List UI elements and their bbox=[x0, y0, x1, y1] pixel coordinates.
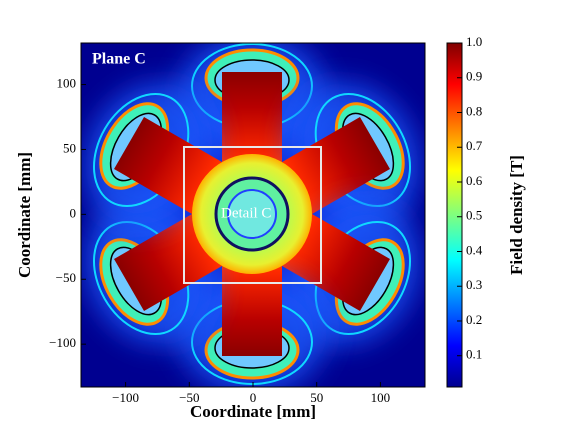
colorbar-tick-label: 0.8 bbox=[466, 103, 482, 118]
y-axis-label: Coordinate [mm] bbox=[15, 152, 34, 278]
x-tick-label: 0 bbox=[250, 390, 257, 405]
y-tick-label: −50 bbox=[56, 270, 76, 285]
colorbar-tick-label: 0.9 bbox=[466, 69, 482, 84]
annotation: Detail C bbox=[221, 205, 271, 221]
heatmap-field bbox=[81, 43, 425, 387]
y-tick-label: 50 bbox=[63, 140, 76, 155]
colorbar-tick-label: 0.4 bbox=[466, 242, 483, 257]
x-tick-label: 100 bbox=[371, 390, 391, 405]
x-tick-label: −100 bbox=[112, 390, 139, 405]
colorbar-tick-label: 0.3 bbox=[466, 277, 482, 292]
colorbar-tick-label: 1.0 bbox=[466, 34, 482, 49]
x-tick-label: 50 bbox=[310, 390, 323, 405]
y-tick-label: 0 bbox=[70, 205, 77, 220]
colorbar-tick-label: 0.7 bbox=[466, 138, 483, 153]
colorbar-tick-label: 0.6 bbox=[466, 173, 483, 188]
y-tick-label: −100 bbox=[49, 335, 76, 350]
y-tick-label: 100 bbox=[57, 76, 77, 91]
x-axis-label: Coordinate [mm] bbox=[190, 402, 316, 421]
colorbar-tick-label: 0.5 bbox=[466, 208, 482, 223]
colorbar bbox=[446, 42, 463, 388]
colorbar-tick-label: 0.1 bbox=[466, 347, 482, 362]
colorbar-label: Field density [T] bbox=[507, 155, 526, 275]
x-tick-label: −50 bbox=[179, 390, 199, 405]
annotation: Plane C bbox=[92, 51, 146, 68]
colorbar-tick-label: 0.2 bbox=[466, 312, 482, 327]
